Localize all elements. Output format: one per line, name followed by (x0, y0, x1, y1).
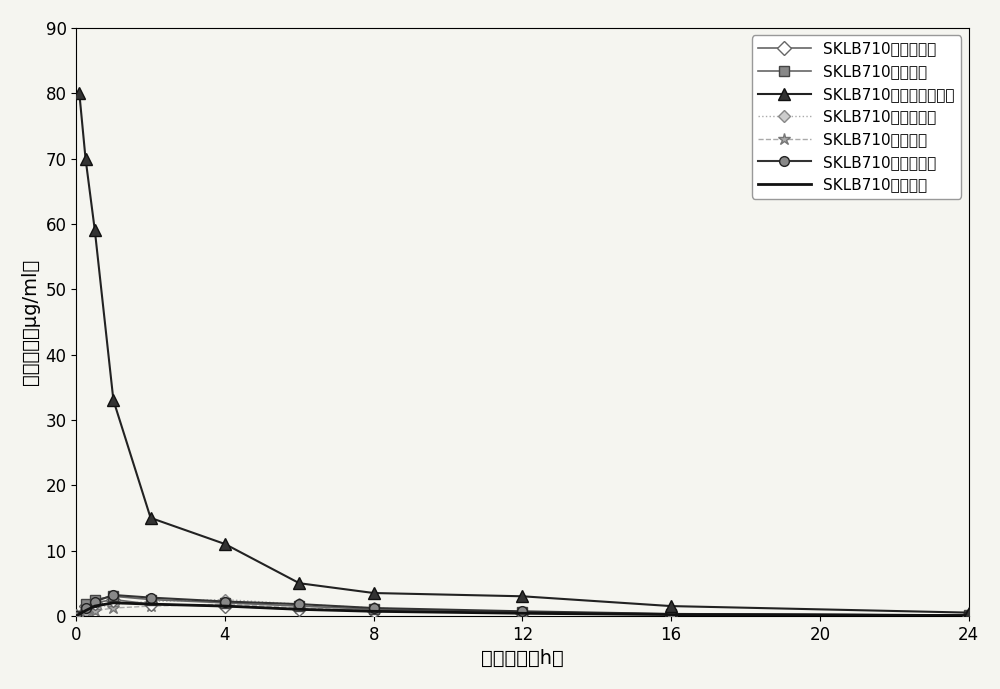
Line: SKLB710普通胶囊: SKLB710普通胶囊 (71, 591, 973, 621)
SKLB710普通丸剂 (963, 611, 975, 619)
SKLB710普通丸剂 (293, 605, 305, 613)
SKLB710包合物片剂 (145, 597, 157, 606)
Line: SKLB710包合物胶囊: SKLB710包合物胶囊 (71, 595, 973, 621)
SKLB710包合物静脉制剂 (219, 540, 231, 548)
SKLB710包合物胶囊 (107, 595, 119, 604)
SKLB710包合物丸剂 (107, 591, 119, 599)
SKLB710包合物丸剂 (219, 597, 231, 606)
SKLB710普通片剂 (368, 606, 380, 615)
SKLB710包合物片剂 (219, 595, 231, 604)
SKLB710普通丸剂 (145, 600, 157, 608)
SKLB710包合物胶囊 (219, 602, 231, 610)
SKLB710包合物片剂 (963, 611, 975, 619)
SKLB710包合物胶囊 (368, 606, 380, 615)
SKLB710包合物静脉制剂 (107, 396, 119, 404)
SKLB710包合物片剂 (293, 600, 305, 608)
SKLB710包合物胶囊 (293, 605, 305, 613)
SKLB710包合物片剂 (665, 610, 677, 619)
SKLB710普通片剂 (145, 602, 157, 610)
SKLB710包合物胶囊 (89, 599, 101, 607)
SKLB710包合物片剂 (80, 608, 92, 617)
SKLB710包合物静脉制剂 (665, 602, 677, 610)
SKLB710包合物片剂 (70, 612, 82, 620)
SKLB710包合物静脉制剂 (963, 608, 975, 617)
SKLB710包合物静脉制剂 (516, 592, 528, 600)
SKLB710普通胶囊 (368, 605, 380, 613)
SKLB710包合物丸剂 (145, 593, 157, 601)
SKLB710包合物胶囊 (70, 612, 82, 620)
SKLB710普通胶囊 (89, 595, 101, 604)
X-axis label: 取血时间（h）: 取血时间（h） (481, 649, 564, 668)
Line: SKLB710普通丸剂: SKLB710普通丸剂 (76, 603, 969, 616)
SKLB710普通丸剂 (80, 606, 92, 615)
Line: SKLB710包合物片剂: SKLB710包合物片剂 (72, 595, 973, 620)
SKLB710普通丸剂 (89, 602, 101, 610)
SKLB710普通胶囊 (80, 600, 92, 608)
SKLB710包合物静脉制剂 (89, 226, 101, 234)
Line: SKLB710普通片剂: SKLB710普通片剂 (70, 598, 975, 622)
SKLB710普通胶囊 (516, 608, 528, 616)
SKLB710普通片剂 (516, 609, 528, 617)
SKLB710包合物丸剂 (70, 612, 82, 620)
SKLB710普通胶囊 (963, 611, 975, 619)
SKLB710普通丸剂 (219, 602, 231, 610)
SKLB710普通片剂 (70, 612, 82, 620)
SKLB710普通丸剂 (70, 612, 82, 620)
Y-axis label: 血药浓度（μg/ml）: 血药浓度（μg/ml） (21, 259, 40, 385)
SKLB710包合物丸剂 (963, 611, 975, 619)
SKLB710包合物胶囊 (665, 610, 677, 618)
SKLB710普通片剂 (80, 610, 92, 618)
SKLB710普通胶囊 (145, 595, 157, 604)
SKLB710包合物胶囊 (963, 611, 975, 619)
SKLB710普通丸剂 (107, 599, 119, 607)
SKLB710包合物丸剂 (368, 604, 380, 613)
SKLB710包合物静脉制剂 (145, 514, 157, 522)
SKLB710普通胶囊 (107, 592, 119, 600)
Line: SKLB710包合物丸剂: SKLB710包合物丸剂 (71, 590, 973, 621)
SKLB710包合物胶囊 (145, 600, 157, 608)
SKLB710包合物丸剂 (293, 600, 305, 608)
SKLB710普通片剂 (963, 611, 975, 619)
SKLB710普通丸剂 (368, 607, 380, 615)
SKLB710包合物丸剂 (665, 610, 677, 618)
SKLB710普通胶囊 (665, 610, 677, 618)
SKLB710普通胶囊 (219, 599, 231, 607)
Line: SKLB710包合物静脉制剂: SKLB710包合物静脉制剂 (73, 87, 975, 619)
SKLB710普通片剂 (665, 610, 677, 619)
SKLB710包合物静脉制剂 (80, 154, 92, 163)
SKLB710包合物片剂 (516, 608, 528, 617)
SKLB710普通片剂 (107, 604, 119, 613)
SKLB710包合物丸剂 (516, 607, 528, 615)
SKLB710普通片剂 (293, 604, 305, 613)
SKLB710包合物丸剂 (89, 597, 101, 606)
SKLB710包合物胶囊 (516, 608, 528, 617)
SKLB710包合物片剂 (368, 604, 380, 613)
SKLB710包合物片剂 (107, 600, 119, 608)
Legend: SKLB710包合物胶囊, SKLB710普通胶囊, SKLB710包合物静脉制剂, SKLB710包合物片剂, SKLB710普通片剂, SKLB710包合物: SKLB710包合物胶囊, SKLB710普通胶囊, SKLB710包合物静脉制… (752, 35, 961, 198)
SKLB710普通胶囊 (70, 612, 82, 620)
SKLB710包合物片剂 (89, 604, 101, 613)
SKLB710普通片剂 (89, 606, 101, 615)
SKLB710包合物丸剂 (80, 604, 92, 613)
SKLB710包合物静脉制剂 (293, 579, 305, 587)
SKLB710普通片剂 (219, 600, 231, 608)
SKLB710普通胶囊 (293, 602, 305, 610)
SKLB710包合物静脉制剂 (368, 589, 380, 597)
SKLB710普通丸剂 (516, 609, 528, 617)
SKLB710包合物胶囊 (80, 602, 92, 610)
SKLB710包合物静脉制剂 (73, 89, 85, 97)
SKLB710普通丸剂 (665, 610, 677, 619)
